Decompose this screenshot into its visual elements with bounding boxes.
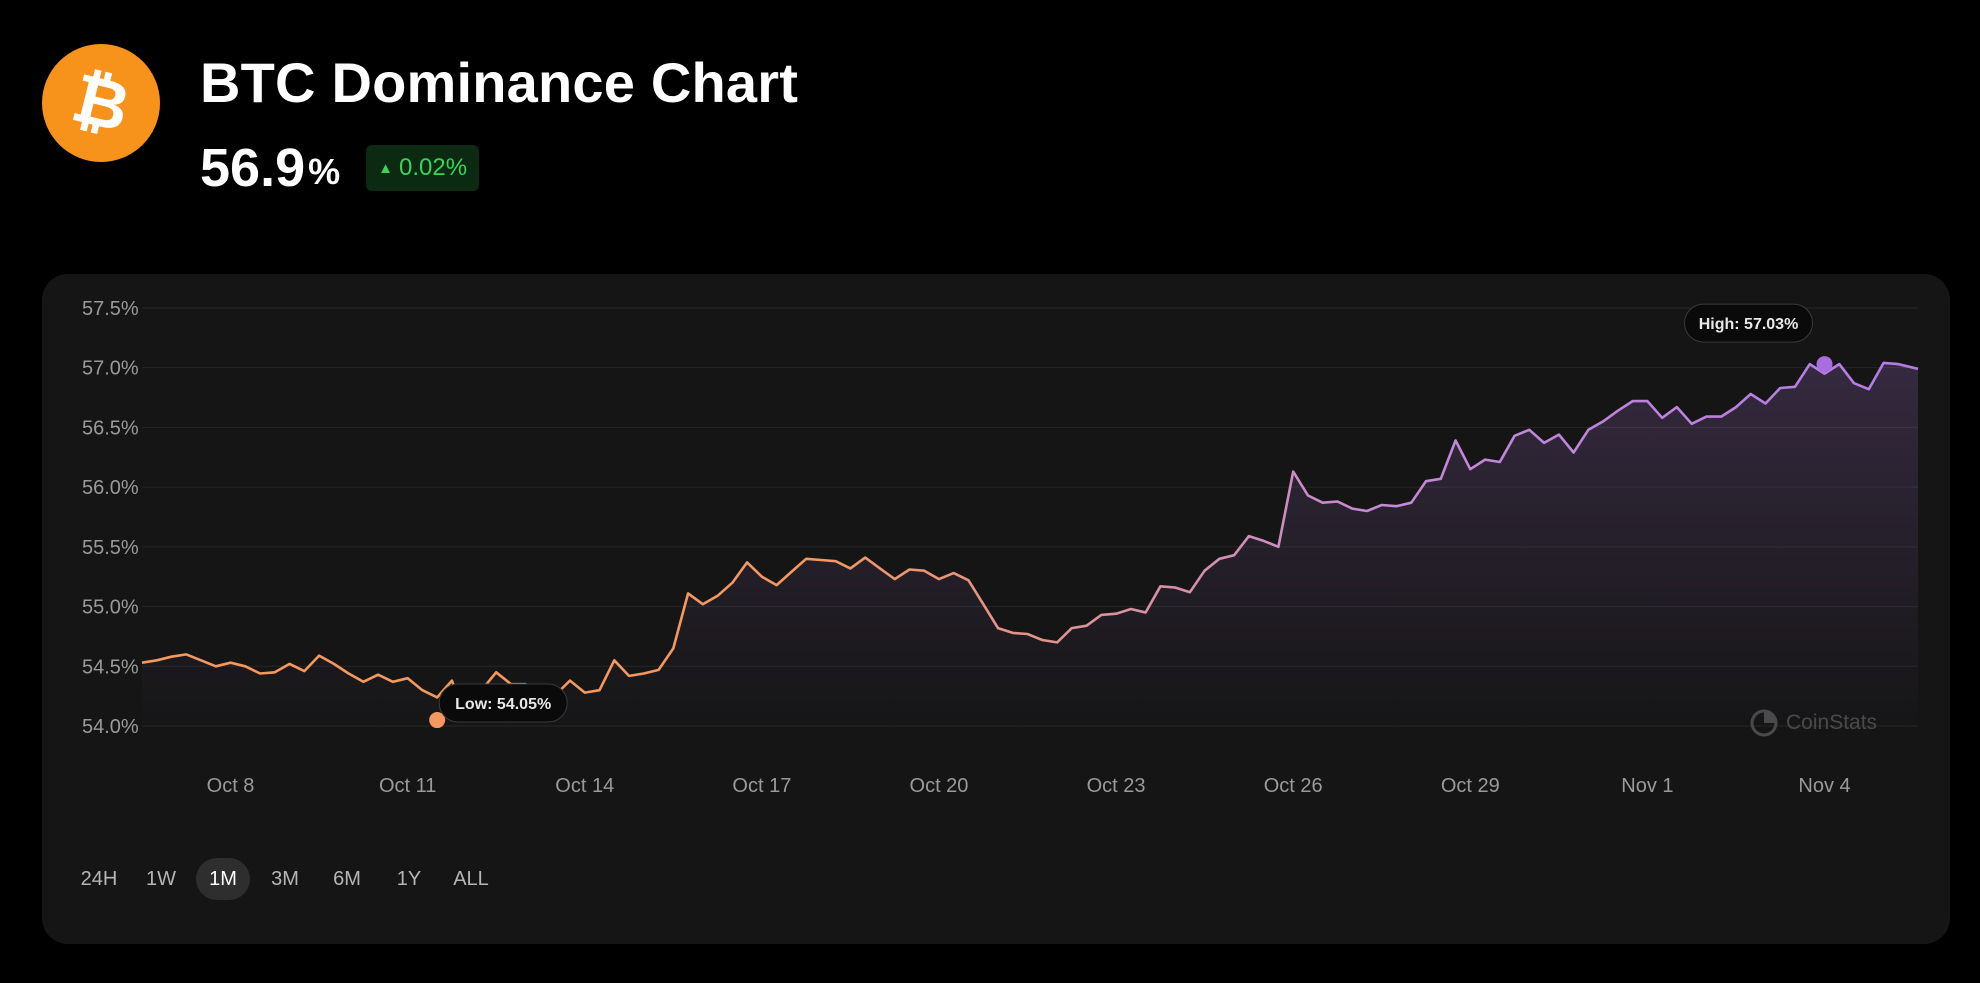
y-tick-label: 55.0% [82, 597, 139, 619]
y-tick-label: 57.0% [82, 358, 139, 380]
y-tick-label: 56.5% [82, 417, 139, 439]
watermark-text: CoinStats [1786, 711, 1878, 734]
x-tick-label: Oct 29 [1441, 775, 1500, 797]
coinstats-logo-icon [1750, 709, 1778, 737]
low-marker [429, 712, 446, 729]
tab-all[interactable]: ALL [453, 867, 489, 890]
time-range-tabs: 24H 1W 1M 3M 6M 1Y ALL [72, 858, 498, 900]
y-tick-label: 54.0% [82, 716, 139, 738]
tab-1y[interactable]: 1Y [396, 867, 422, 890]
tab-6m[interactable]: 6M [333, 867, 361, 890]
bitcoin-icon: ₿ [42, 44, 160, 162]
annotation-label: High: 57.03% [1699, 316, 1799, 333]
change-value: 0.02% [398, 154, 468, 181]
x-tick-label: Nov 1 [1621, 775, 1673, 797]
x-tick-label: Oct 20 [910, 775, 969, 797]
watermark: CoinStats [1750, 708, 1877, 738]
y-tick-label: 54.5% [82, 656, 139, 678]
tab-24h[interactable]: 24H [80, 867, 118, 890]
chart[interactable]: 54.0% 54.5% 55.0% 55.5% 56.0% 56.5% 57.0% 57.5%… [42, 274, 1950, 944]
x-tick-label: Oct 23 [1087, 775, 1146, 797]
price-row: 56.9 % ▲ 0.02% [200, 136, 480, 200]
x-tick-label: Oct 26 [1264, 775, 1323, 797]
y-tick-label: 55.5% [82, 537, 139, 559]
dominance-value: 56.9 [200, 138, 306, 198]
change-badge: ▲ 0.02% [366, 145, 480, 191]
annotation-box [1684, 303, 1814, 343]
y-tick-label: 57.5% [82, 298, 139, 320]
high-marker [1816, 356, 1833, 373]
low-annotation: Low: 54.05% [429, 683, 568, 729]
tab-1w[interactable]: 1W [146, 867, 176, 890]
y-tick-label: 56.0% [82, 477, 139, 499]
annotation-box [438, 683, 568, 723]
tab-1m[interactable]: 1M [196, 858, 250, 900]
page-title: BTC Dominance Chart [200, 51, 799, 114]
x-tick-label: Oct 17 [732, 775, 791, 797]
dominance-unit: % [308, 151, 341, 192]
x-tick-label: Nov 4 [1798, 775, 1850, 797]
header: ₿ BTC Dominance Chart 56.9 % ▲ 0.02% [42, 44, 942, 204]
x-tick-label: Oct 8 [207, 775, 255, 797]
high-annotation: High: 57.03% [1684, 303, 1833, 373]
tab-3m[interactable]: 3M [271, 867, 299, 890]
annotation-label: Low: 54.05% [455, 696, 551, 713]
series-line [141, 361, 1919, 722]
x-tick-label: Oct 14 [555, 775, 614, 797]
series-area [142, 362, 1918, 732]
up-arrow-icon: ▲ [378, 159, 393, 177]
chart-card: 54.0% 54.5% 55.0% 55.5% 56.0% 56.5% 57.0% 57.5%… [42, 274, 1950, 944]
x-tick-label: Oct 11 [379, 775, 436, 797]
